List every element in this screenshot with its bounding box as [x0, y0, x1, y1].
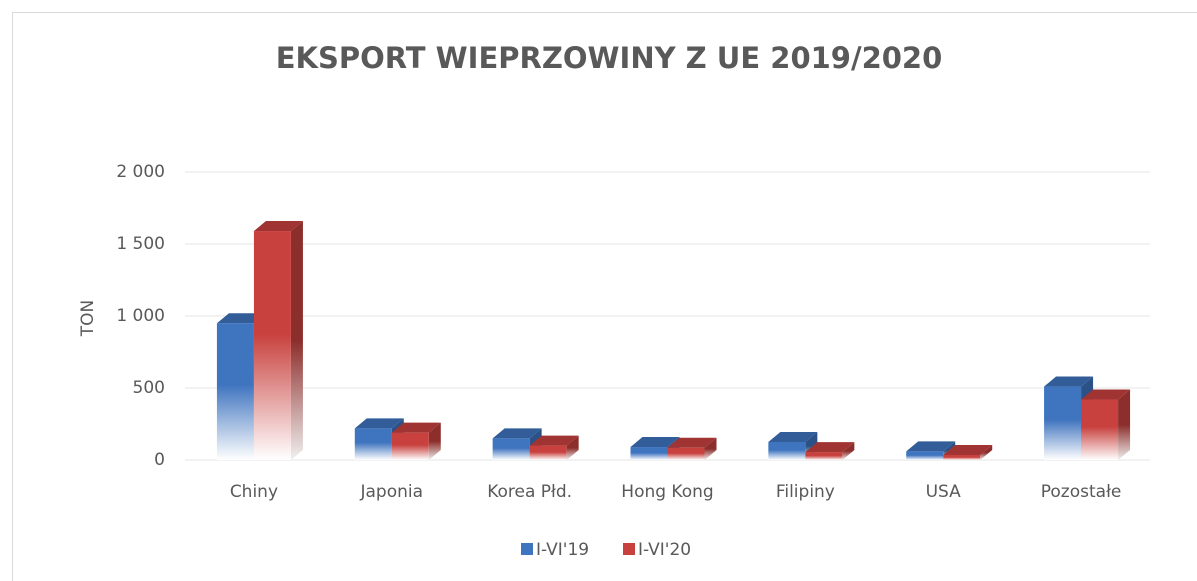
bar-top	[391, 422, 441, 433]
bar-top	[1081, 389, 1131, 400]
x-tick-label: Filipiny	[776, 482, 835, 502]
bar	[667, 447, 705, 460]
y-axis-label: TON	[78, 300, 98, 337]
x-tick-label: USA	[926, 482, 962, 502]
x-tick-label: Hong Kong	[621, 482, 713, 502]
bar	[216, 323, 254, 460]
bar-side	[704, 437, 717, 460]
chart-border	[12, 12, 1197, 581]
x-tick-label: Chiny	[230, 482, 278, 502]
bar-side	[428, 422, 441, 460]
bar-top	[253, 221, 303, 232]
bar-top	[667, 437, 717, 448]
x-tick-label: Pozostałe	[1041, 482, 1122, 502]
bar	[630, 447, 668, 460]
bar-top	[768, 432, 818, 442]
bar	[1081, 399, 1119, 460]
x-tick-label: Korea Płd.	[487, 482, 572, 502]
legend-label: I-VI'19	[536, 540, 589, 560]
bar	[391, 432, 429, 460]
y-tick-label: 500	[133, 378, 165, 398]
bar	[529, 445, 567, 460]
bar	[768, 442, 806, 460]
bar-top	[805, 442, 855, 453]
bar-side	[980, 444, 993, 460]
bar-side	[842, 442, 855, 460]
bar-top	[492, 428, 542, 439]
legend-swatch	[623, 543, 635, 555]
bar-side	[290, 221, 303, 460]
bar	[1044, 386, 1082, 460]
bar-top	[943, 444, 993, 455]
bar-top	[354, 418, 404, 429]
bar-top	[906, 441, 956, 452]
y-tick-label: 2 000	[116, 162, 165, 182]
bar-side	[566, 435, 579, 460]
bar	[805, 452, 843, 460]
bar	[943, 454, 981, 460]
bar	[492, 438, 530, 460]
bar-top	[630, 437, 680, 448]
bar-top	[529, 435, 579, 446]
y-tick-label: 0	[154, 450, 165, 470]
x-tick-label: Japonia	[360, 482, 424, 502]
legend-label: I-VI'20	[638, 540, 691, 560]
bar	[253, 231, 291, 460]
bar	[354, 428, 392, 460]
bar-top	[216, 313, 266, 324]
bar	[906, 451, 944, 460]
chart-title: EKSPORT WIEPRZOWINY Z UE 2019/2020	[276, 41, 943, 75]
legend-swatch	[521, 543, 533, 555]
bar-top	[1044, 376, 1094, 387]
y-tick-label: 1 500	[116, 234, 165, 254]
y-tick-label: 1 000	[116, 306, 165, 326]
bar-side	[1118, 389, 1131, 460]
